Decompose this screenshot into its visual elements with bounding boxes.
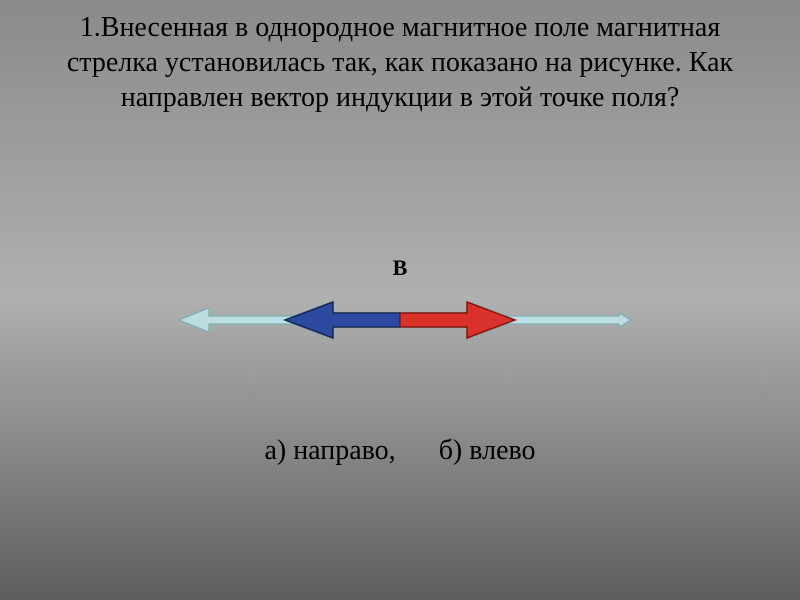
slide: 1.Внесенная в однородное магнитное поле … xyxy=(0,0,800,600)
diagram-svg xyxy=(165,280,635,360)
diagram-container xyxy=(165,280,635,365)
compass-south-half xyxy=(285,302,400,338)
answer-a: а) направо, xyxy=(264,435,395,466)
answer-b: б) влево xyxy=(439,435,536,466)
compass-north-half xyxy=(400,302,515,338)
vector-label: В xyxy=(393,255,408,281)
question-text: 1.Внесенная в однородное магнитное поле … xyxy=(40,10,760,115)
answers: а) направо, б) влево xyxy=(0,435,800,467)
